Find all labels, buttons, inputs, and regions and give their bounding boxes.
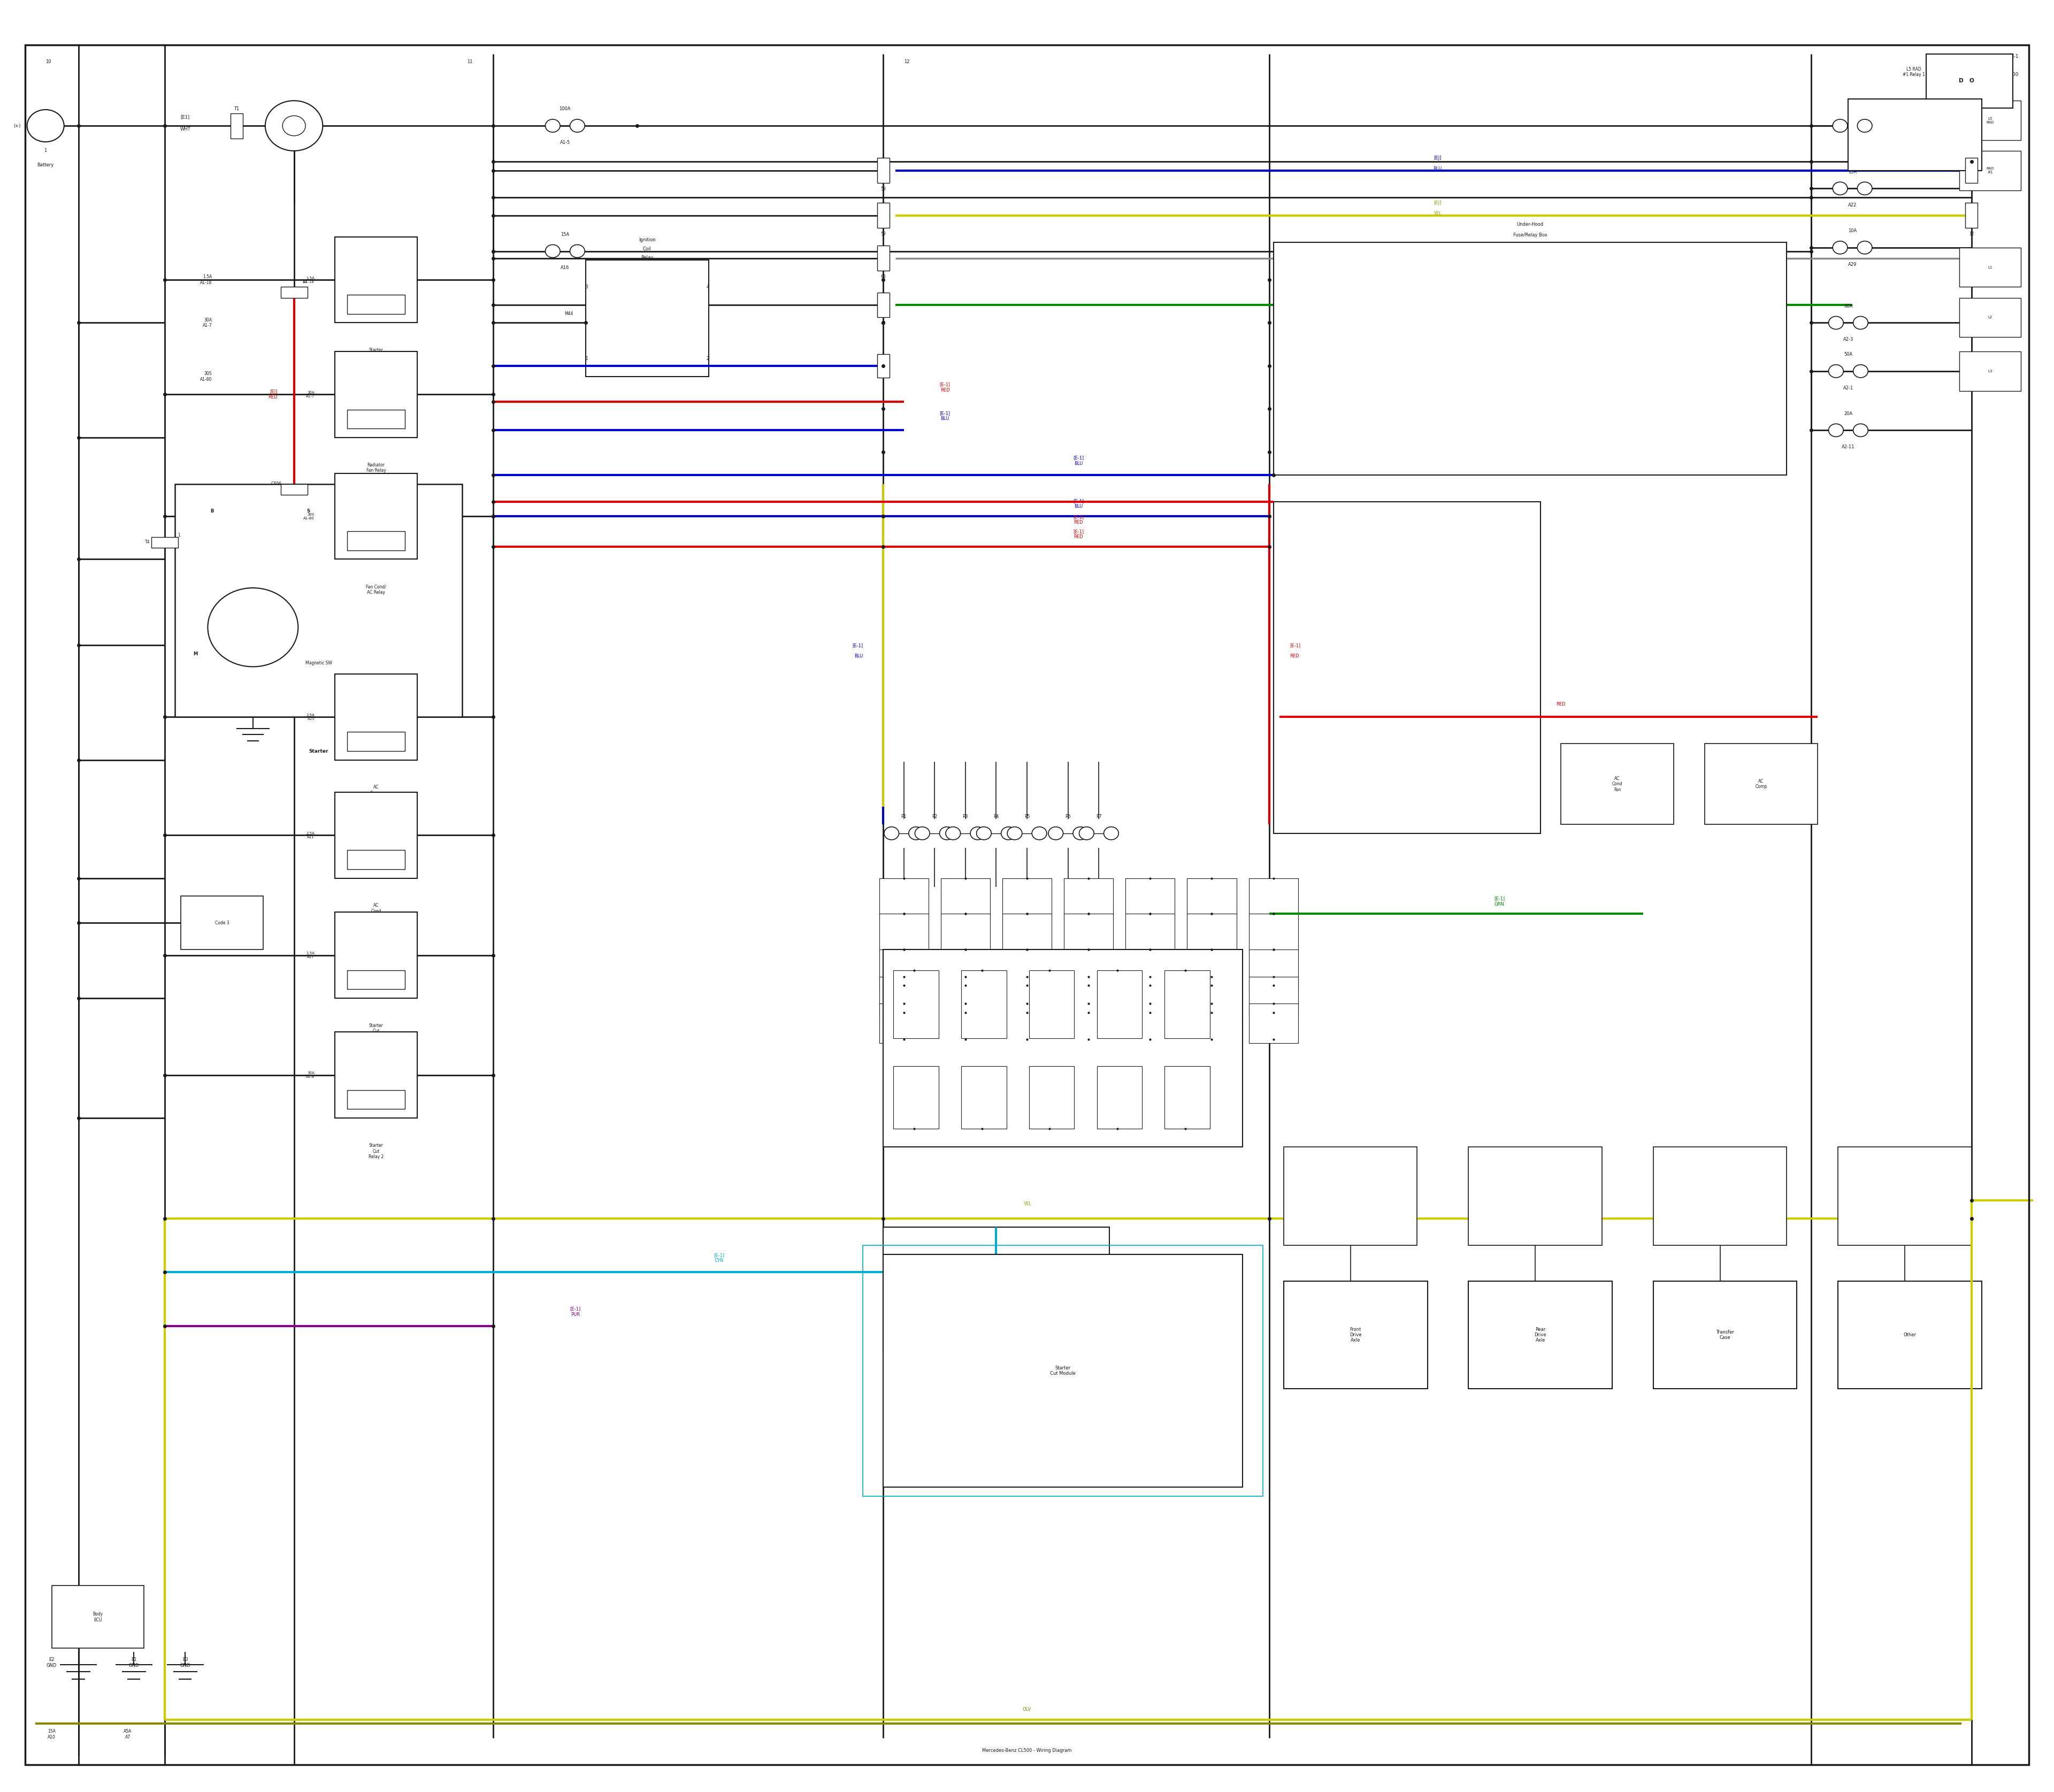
- Bar: [1097, 969, 1142, 1038]
- Bar: [1653, 1281, 1797, 1389]
- Circle shape: [1853, 425, 1867, 437]
- Bar: [1849, 99, 1982, 170]
- Bar: [1097, 1066, 1142, 1129]
- Text: 20A: 20A: [1844, 410, 1853, 416]
- Text: B: B: [210, 509, 214, 513]
- Text: M: M: [251, 625, 255, 629]
- Bar: [879, 914, 928, 953]
- Circle shape: [27, 109, 64, 142]
- Text: 1: 1: [236, 134, 238, 140]
- Bar: [175, 484, 462, 717]
- Circle shape: [1828, 425, 1842, 437]
- Text: AC
Comp
Clutch: AC Comp Clutch: [370, 785, 382, 801]
- Text: Ignition: Ignition: [639, 237, 655, 242]
- Bar: [1966, 158, 1978, 183]
- Text: 59: 59: [881, 186, 885, 192]
- Circle shape: [1006, 826, 1023, 840]
- Bar: [877, 202, 889, 228]
- Text: L2: L2: [1988, 315, 1992, 319]
- Bar: [1165, 1066, 1210, 1129]
- Text: Fan Cond/
AC Relay: Fan Cond/ AC Relay: [366, 584, 386, 595]
- Text: 42: 42: [881, 321, 885, 326]
- Text: Radiator
Fan Relay: Radiator Fan Relay: [366, 462, 386, 473]
- Bar: [1284, 1281, 1428, 1389]
- Text: A2-1: A2-1: [1842, 385, 1853, 391]
- Text: 4: 4: [707, 285, 709, 289]
- Text: WHT: WHT: [181, 127, 191, 133]
- Text: P6: P6: [1066, 814, 1070, 819]
- Bar: [941, 878, 990, 918]
- Bar: [1249, 878, 1298, 918]
- Text: P4: P4: [994, 814, 998, 819]
- Text: [E-1]
BLU: [E-1] BLU: [1072, 498, 1085, 509]
- Circle shape: [1832, 120, 1847, 133]
- Bar: [1249, 950, 1298, 989]
- Text: [EJ]
RED: [EJ] RED: [269, 389, 277, 400]
- Text: Under-Hood: Under-Hood: [1516, 222, 1543, 226]
- Bar: [1705, 744, 1818, 824]
- Circle shape: [939, 826, 955, 840]
- Text: RED: RED: [1290, 654, 1300, 658]
- Text: 15A: 15A: [1849, 106, 1857, 111]
- Bar: [941, 977, 990, 1016]
- Text: Starter
Cut
Relay: Starter Cut Relay: [370, 1023, 384, 1039]
- Bar: [1029, 969, 1074, 1038]
- Text: [E-1]
RED: [E-1] RED: [1072, 529, 1085, 539]
- Text: [EJ]: [EJ]: [1434, 201, 1442, 206]
- Text: Code 3: Code 3: [216, 921, 230, 925]
- Bar: [1960, 351, 2021, 391]
- Bar: [1126, 1004, 1175, 1043]
- Bar: [1653, 1147, 1787, 1245]
- Bar: [1165, 969, 1210, 1038]
- Bar: [1960, 297, 2021, 337]
- Text: A2-11: A2-11: [1842, 444, 1855, 450]
- Bar: [1249, 1004, 1298, 1043]
- Circle shape: [945, 826, 961, 840]
- Bar: [347, 849, 405, 869]
- Text: [E-1]
BLU: [E-1] BLU: [939, 410, 951, 421]
- Text: P1: P1: [902, 814, 906, 819]
- Text: Starter
Control
Module: Starter Control Module: [988, 1281, 1004, 1297]
- Bar: [1960, 100, 2021, 140]
- Circle shape: [1828, 366, 1842, 378]
- Text: 100A: 100A: [559, 106, 571, 111]
- Circle shape: [1828, 317, 1842, 330]
- Text: 59: 59: [881, 231, 885, 237]
- Bar: [1469, 1281, 1612, 1389]
- Bar: [152, 538, 179, 548]
- Bar: [961, 1066, 1006, 1129]
- Bar: [1002, 977, 1052, 1016]
- Text: 1.5A
A1-18: 1.5A A1-18: [304, 276, 314, 283]
- Text: E-1: E-1: [2011, 54, 2019, 59]
- Text: [E-1]: [E-1]: [852, 643, 863, 647]
- Text: [EJ]: [EJ]: [1331, 290, 1339, 294]
- Text: [EJ]: [EJ]: [1434, 156, 1442, 161]
- Text: RED: RED: [1557, 702, 1565, 706]
- Bar: [1187, 950, 1237, 989]
- Bar: [585, 260, 709, 376]
- Text: S: S: [306, 509, 310, 513]
- Bar: [347, 969, 405, 989]
- Circle shape: [1832, 183, 1847, 195]
- Text: A1-5: A1-5: [561, 140, 571, 145]
- Bar: [1284, 1147, 1417, 1245]
- Text: Relay: Relay: [641, 254, 653, 260]
- Bar: [347, 532, 405, 550]
- Bar: [1126, 950, 1175, 989]
- Text: Other: Other: [1904, 1333, 1916, 1337]
- Bar: [1960, 151, 2021, 190]
- Bar: [1002, 878, 1052, 918]
- Text: 30A
A1-7: 30A A1-7: [306, 391, 314, 398]
- Bar: [941, 1004, 990, 1043]
- Text: L3: L3: [1988, 369, 1992, 373]
- Circle shape: [283, 116, 306, 136]
- Circle shape: [1857, 242, 1871, 254]
- Text: P7: P7: [1097, 814, 1101, 819]
- Text: 30A
A1-8: 30A A1-8: [306, 1072, 314, 1079]
- Bar: [1469, 1147, 1602, 1245]
- Text: [E-1]: [E-1]: [1290, 643, 1300, 647]
- Text: [E-1]
GRN: [E-1] GRN: [1493, 896, 1506, 907]
- Bar: [961, 969, 1006, 1038]
- Bar: [1126, 914, 1175, 953]
- Bar: [883, 1228, 1109, 1353]
